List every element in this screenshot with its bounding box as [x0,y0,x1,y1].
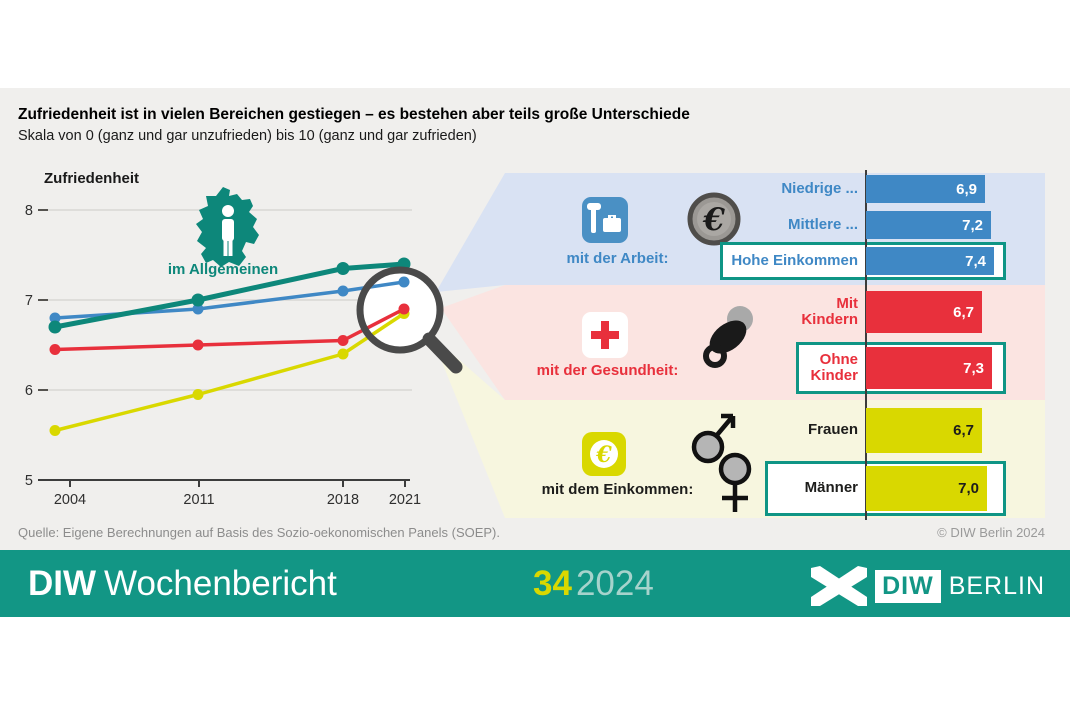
page-subtitle: Skala von 0 (ganz und gar unzufrieden) b… [18,128,477,144]
bar-row: Ohne Kinder 7,3 [700,342,1006,394]
bar-label: Niedrige ... [781,179,858,197]
red-cross-icon [582,312,628,358]
issue-no: 34 [533,564,572,603]
bar-row: Mittlere ... 7,2 [700,211,1003,239]
magnifying-glass-icon [356,266,463,374]
panel-arbeit: € mit der Arbeit: Niedrige ... 6,9 Mittler… [505,173,1045,285]
bar: 6,7 [866,408,982,453]
bar-baseline-axis [865,170,867,520]
svg-text:2021: 2021 [389,492,421,508]
legend-im-allgemeinen: im Allgemeinen [167,261,279,278]
bar: 6,7 [866,291,982,333]
bar-row: Frauen 6,7 [700,408,1003,453]
copyright-note: © DIW Berlin 2024 [937,525,1045,540]
issue-year: 2024 [575,564,654,603]
panel-gesundheit-label: mit der Gesundheit: [536,362,679,379]
logo-berlin-text: BERLIN [948,571,1045,600]
svg-text:7: 7 [25,293,33,309]
person-icon [222,205,234,256]
bar-label: Hohe Einkommen [731,251,858,269]
bar-label: Männer [804,479,858,497]
bar-label: Frauen [807,421,858,439]
bar-row: Mit Kindern 6,7 [700,291,1003,333]
beam-wedges [431,173,505,518]
male-female-symbols-icon [691,413,752,512]
bar: 7,4 [866,247,994,275]
panel-arbeit-label: mit der Arbeit: [566,250,669,267]
euro-coin-icon: € [687,192,741,246]
panel-gesundheit: mit der Gesundheit: Mit Kindern 6,7 Ohne K… [505,285,1045,400]
line-chart: 8 7 6 2004 2011 2018 2021 5 [25,173,505,518]
svg-text:5: 5 [25,473,33,489]
bar-label: Mittlere ... [787,215,858,233]
svg-text:€: € [702,202,725,238]
chart-series [48,257,411,436]
publication-title-diw: DIW [28,564,97,603]
panel-einkommen: € mit dem Einkommen: Frauen 6,7 Männer 7,0 [505,400,1045,518]
svg-text:6: 6 [25,383,33,399]
bar-row: Hohe Einkommen 7,4 [700,242,1006,280]
logo-diw-text: DIW [875,569,941,603]
bar: 7,3 [866,347,992,389]
bar-panels: € mit der Arbeit: Niedrige ... 6,9 Mittler… [505,173,1045,518]
diw-bowtie-icon [811,566,868,606]
svg-text:2011: 2011 [183,492,214,508]
bar-label: Mit Kindern [801,294,858,328]
svg-text:€: € [595,442,612,468]
bar-row: Männer 7,0 [700,461,1006,516]
germany-map-icon [196,187,259,267]
bar: 7,0 [866,466,987,511]
line-chart-title: Zufriedenheit [44,170,140,187]
diw-berlin-logo: DIW BERLIN [811,566,1045,606]
panel-einkommen-label: mit dem Einkommen: [541,481,694,498]
footer-band: DIW Wochenbericht 34 2024 DIW BERLIN [0,550,1070,617]
source-note: Quelle: Eigene Berechnungen auf Basis de… [18,525,501,540]
bar: 6,9 [866,175,985,203]
bar-label: Ohne Kinder [810,350,858,384]
pacifier-icon [703,306,753,368]
issue-number: 34 2024 [533,564,654,604]
publication-title-name: Wochenbericht [104,564,337,603]
euro-coin-yellow-icon: € [582,432,626,476]
bars-einkommen: Frauen 6,7 Männer 7,0 [700,400,1006,524]
bars-arbeit: Niedrige ... 6,9 Mittlere ... 7,2 Hohe Einko… [700,173,1006,283]
svg-text:2018: 2018 [327,492,359,508]
svg-text:8: 8 [25,203,33,219]
page-title: Zufriedenheit ist in vielen Bereichen ge… [18,106,690,123]
infographic-body: Zufriedenheit ist in vielen Bereichen ge… [0,88,1070,550]
publication-title: DIW Wochenbericht [28,564,337,604]
bar: 7,2 [866,211,991,239]
bar-row: Niedrige ... 6,9 [700,175,1003,203]
hammer-briefcase-icon [582,197,628,243]
bars-gesundheit: Mit Kindern 6,7 Ohne Kinder 7,3 [700,285,1006,403]
svg-text:2004: 2004 [54,492,86,508]
